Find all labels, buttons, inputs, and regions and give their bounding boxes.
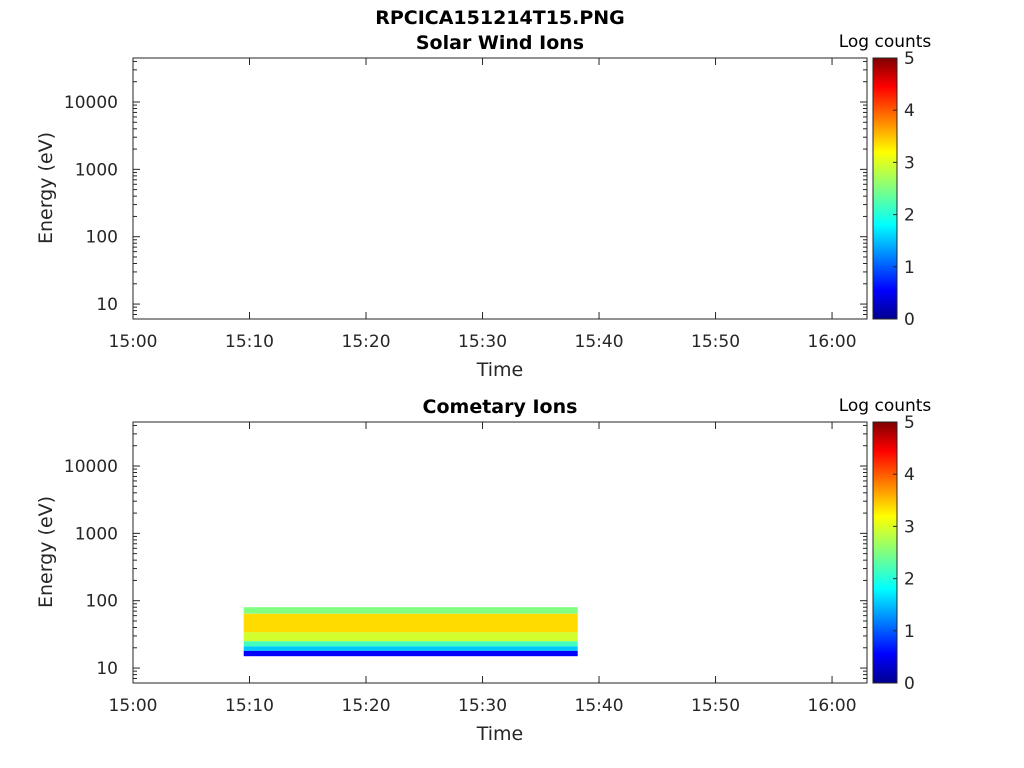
x-tick-label: 15:00 [109,696,158,716]
x-axis: 15:00 15:10 15:20 15:30 15:40 15:50 16:00 [109,58,857,352]
colorbar-tick-label: 1 [904,622,915,642]
x-axis-label: Time [476,359,524,381]
x-tick-label: 16:00 [808,696,857,716]
colorbar-tick-label: 0 [904,310,915,330]
colorbar-ticks: 0 1 2 3 4 5 [893,49,915,330]
data-band [243,607,578,657]
y-tick-label: 10 [96,295,118,315]
colorbar-tick-label: 5 [904,49,915,69]
y-tick-label: 10 [96,659,118,679]
y-tick-label: 1000 [75,160,118,180]
colorbar-title: Log counts [839,32,932,52]
x-tick-label: 15:20 [342,332,391,352]
panel-title: Cometary Ions [423,396,578,418]
colorbar-tick-label: 2 [904,206,915,226]
colorbar-ticks: 0 1 2 3 4 5 [893,413,915,694]
figure-title: RPCICA151214T15.PNG [375,7,625,29]
colorbar-tick-label: 0 [904,674,915,694]
y-axis: 10 100 1000 10000 [64,60,867,320]
x-tick-label: 15:40 [575,696,624,716]
colorbar-tick-label: 2 [904,570,915,590]
x-tick-label: 15:20 [342,696,391,716]
x-tick-label: 15:00 [109,332,158,352]
x-axis-label: Time [476,723,524,745]
y-tick-label: 1000 [75,524,118,544]
band-layer-5 [243,650,578,657]
colorbar [872,57,898,320]
y-tick-label: 100 [86,592,118,612]
y-axis: 10 100 1000 10000 [64,424,867,684]
plot-area [132,57,868,320]
x-tick-label: 15:50 [691,696,740,716]
x-tick-label: 16:00 [808,332,857,352]
panel-title: Solar Wind Ions [416,32,584,54]
band-layer-2 [243,632,578,642]
y-axis-label: Energy (eV) [35,132,57,244]
x-tick-label: 15:10 [225,332,274,352]
y-tick-label: 100 [86,228,118,248]
y-tick-label: 10000 [64,457,118,477]
band-layer-3 [243,641,578,647]
colorbar-title: Log counts [839,396,932,416]
colorbar-tick-label: 4 [904,101,915,121]
y-axis-label: Energy (eV) [35,496,57,608]
x-tick-label: 15:10 [225,696,274,716]
y-tick-label: 10000 [64,93,118,113]
x-tick-label: 15:40 [575,332,624,352]
band-layer-1 [243,613,578,633]
colorbar-tick-label: 3 [904,153,915,173]
x-axis: 15:00 15:10 15:20 15:30 15:40 15:50 16:00 [109,422,857,716]
x-tick-label: 15:50 [691,332,740,352]
x-tick-label: 15:30 [458,696,507,716]
band-layer-0 [243,607,578,614]
band-layer-4 [243,646,578,651]
colorbar [872,421,898,684]
colorbar-tick-label: 3 [904,517,915,537]
x-tick-label: 15:30 [458,332,507,352]
colorbar-tick-label: 1 [904,258,915,278]
colorbar-tick-label: 5 [904,413,915,433]
colorbar-tick-label: 4 [904,465,915,485]
